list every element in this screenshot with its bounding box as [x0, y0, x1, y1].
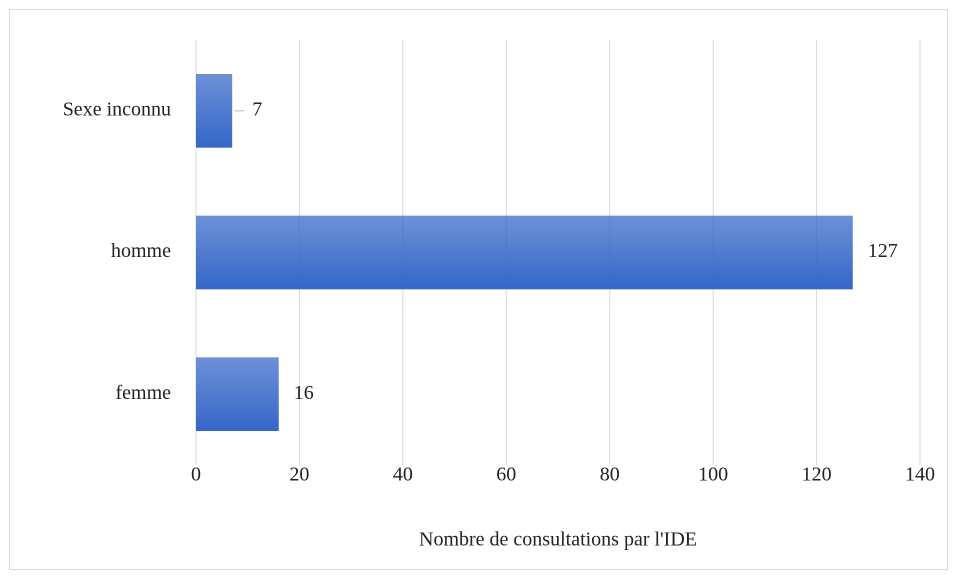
x-tick-label: 80	[600, 464, 620, 486]
x-tick-label: 20	[289, 464, 309, 486]
y-tick-label: homme	[111, 240, 171, 262]
x-tick-label: 120	[802, 464, 832, 486]
data-label: 127	[868, 240, 898, 262]
x-tick-label: 140	[905, 464, 935, 486]
bar	[196, 74, 233, 148]
x-tick-label: 40	[393, 464, 413, 486]
bar	[196, 357, 279, 431]
y-tick-label: femme	[115, 382, 171, 404]
x-tick-label: 60	[496, 464, 516, 486]
bar	[196, 215, 853, 290]
data-label: 7	[252, 98, 262, 120]
y-tick-label: Sexe inconnu	[63, 98, 171, 120]
chart-border	[9, 9, 948, 570]
x-tick-label: 0	[191, 464, 201, 486]
x-axis-label: Nombre de consultations par l'IDE	[419, 529, 697, 551]
data-label: 16	[294, 382, 314, 404]
x-tick-label: 100	[698, 464, 728, 486]
